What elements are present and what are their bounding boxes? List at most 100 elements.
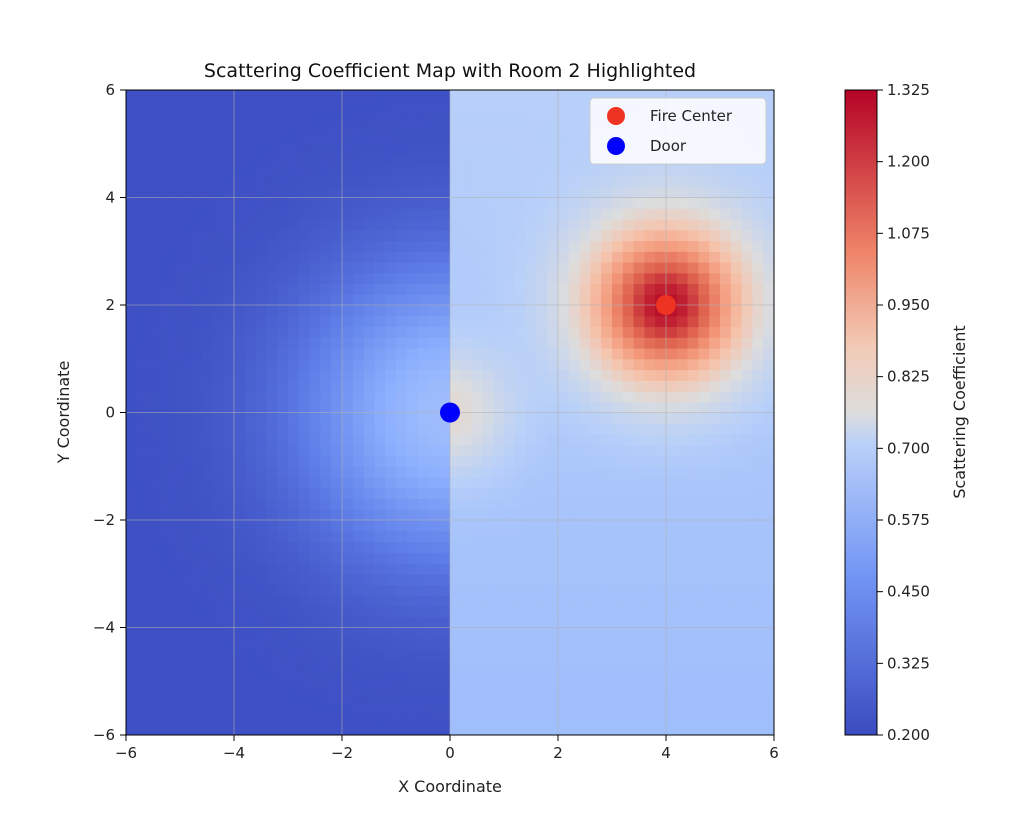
heatmap-cell — [558, 509, 570, 521]
heatmap-cell — [396, 541, 408, 553]
heatmap-cell — [266, 455, 278, 467]
heatmap-cell — [514, 111, 527, 123]
heatmap-cell — [633, 165, 645, 177]
heatmap-cell — [223, 509, 235, 521]
heatmap-cell — [504, 305, 516, 317]
heatmap-cell — [752, 240, 764, 252]
heatmap-cell — [450, 444, 462, 457]
heatmap-cell — [147, 294, 159, 306]
heatmap-cell — [709, 563, 721, 575]
heatmap-cell — [266, 380, 278, 392]
heatmap-cell — [720, 337, 732, 349]
heatmap-cell — [266, 659, 278, 672]
heatmap-cell — [536, 713, 548, 725]
heatmap-cell — [277, 434, 289, 446]
heatmap-cell — [180, 649, 192, 661]
heatmap-cell — [601, 541, 613, 553]
heatmap-cell — [612, 165, 624, 177]
heatmap-cell — [190, 606, 203, 618]
heatmap-cell — [439, 670, 451, 682]
heatmap-cell — [687, 573, 699, 586]
heatmap-cell — [169, 305, 181, 317]
heatmap-cell — [655, 391, 667, 403]
heatmap-cell — [169, 616, 181, 629]
heatmap-cell — [169, 348, 181, 360]
heatmap-cell — [709, 541, 721, 553]
heatmap-cell — [212, 606, 224, 618]
heatmap-cell — [385, 487, 397, 500]
heatmap-cell — [320, 143, 332, 156]
heatmap-cell — [255, 702, 267, 715]
heatmap-cell — [720, 563, 732, 575]
heatmap-cell — [298, 616, 311, 629]
heatmap-cell — [450, 208, 462, 220]
heatmap-cell — [190, 358, 203, 371]
heatmap-cell — [568, 391, 581, 403]
heatmap-cell — [687, 681, 699, 693]
heatmap-cell — [288, 616, 300, 629]
heatmap-cell — [752, 315, 764, 328]
heatmap-cell — [666, 358, 678, 371]
heatmap-cell — [147, 165, 159, 177]
heatmap-cell — [730, 219, 743, 231]
heatmap-cell — [136, 444, 149, 457]
heatmap-cell — [547, 692, 559, 704]
heatmap-cell — [763, 444, 774, 457]
heatmap-cell — [223, 208, 235, 220]
heatmap-cell — [406, 412, 419, 424]
heatmap-cell — [601, 552, 613, 564]
heatmap-cell — [568, 606, 581, 618]
heatmap-cell — [612, 627, 624, 639]
heatmap-cell — [147, 348, 159, 360]
heatmap-cell — [644, 412, 656, 424]
heatmap-cell — [482, 584, 494, 596]
heatmap-cell — [525, 240, 537, 252]
heatmap-cell — [698, 520, 710, 532]
heatmap-cell — [536, 498, 548, 510]
heatmap-cell — [342, 208, 354, 220]
heatmap-cell — [352, 520, 365, 532]
heatmap-cell — [147, 262, 159, 274]
heatmap-cell — [633, 240, 645, 252]
heatmap-cell — [288, 423, 300, 435]
heatmap-cell — [396, 391, 408, 403]
heatmap-cell — [698, 369, 710, 381]
heatmap-cell — [525, 595, 537, 607]
heatmap-cell — [266, 283, 278, 295]
heatmap-cell — [471, 348, 483, 360]
heatmap-cell — [558, 337, 570, 349]
heatmap-cell — [590, 315, 602, 328]
heatmap-cell — [417, 262, 429, 274]
heatmap-cell — [655, 337, 667, 349]
heatmap-cell — [428, 176, 440, 188]
heatmap-cell — [612, 573, 624, 586]
heatmap-cell — [579, 143, 591, 156]
heatmap-cell — [309, 724, 321, 735]
heatmap-cell — [417, 133, 429, 145]
heatmap-cell — [352, 541, 365, 553]
heatmap-cell — [655, 197, 667, 209]
heatmap-cell — [298, 530, 311, 543]
heatmap-cell — [126, 681, 138, 693]
heatmap-cell — [158, 616, 170, 629]
heatmap-cell — [352, 154, 365, 166]
heatmap-cell — [288, 530, 300, 543]
heatmap-cell — [450, 369, 462, 381]
heatmap-cell — [363, 369, 375, 381]
heatmap-cell — [352, 573, 365, 586]
heatmap-cell — [428, 649, 440, 661]
heatmap-cell — [763, 219, 774, 231]
heatmap-cell — [352, 369, 365, 381]
heatmap-cell — [482, 240, 494, 252]
heatmap-cell — [223, 111, 235, 123]
heatmap-cell — [136, 326, 149, 338]
heatmap-cell — [644, 670, 656, 682]
heatmap-cell — [406, 401, 419, 414]
heatmap-cell — [169, 154, 181, 166]
heatmap-cell — [234, 143, 246, 156]
heatmap-cell — [460, 337, 473, 349]
heatmap-cell — [536, 262, 548, 274]
heatmap-cell — [309, 305, 321, 317]
heatmap-cell — [612, 498, 624, 510]
heatmap-cell — [579, 208, 591, 220]
